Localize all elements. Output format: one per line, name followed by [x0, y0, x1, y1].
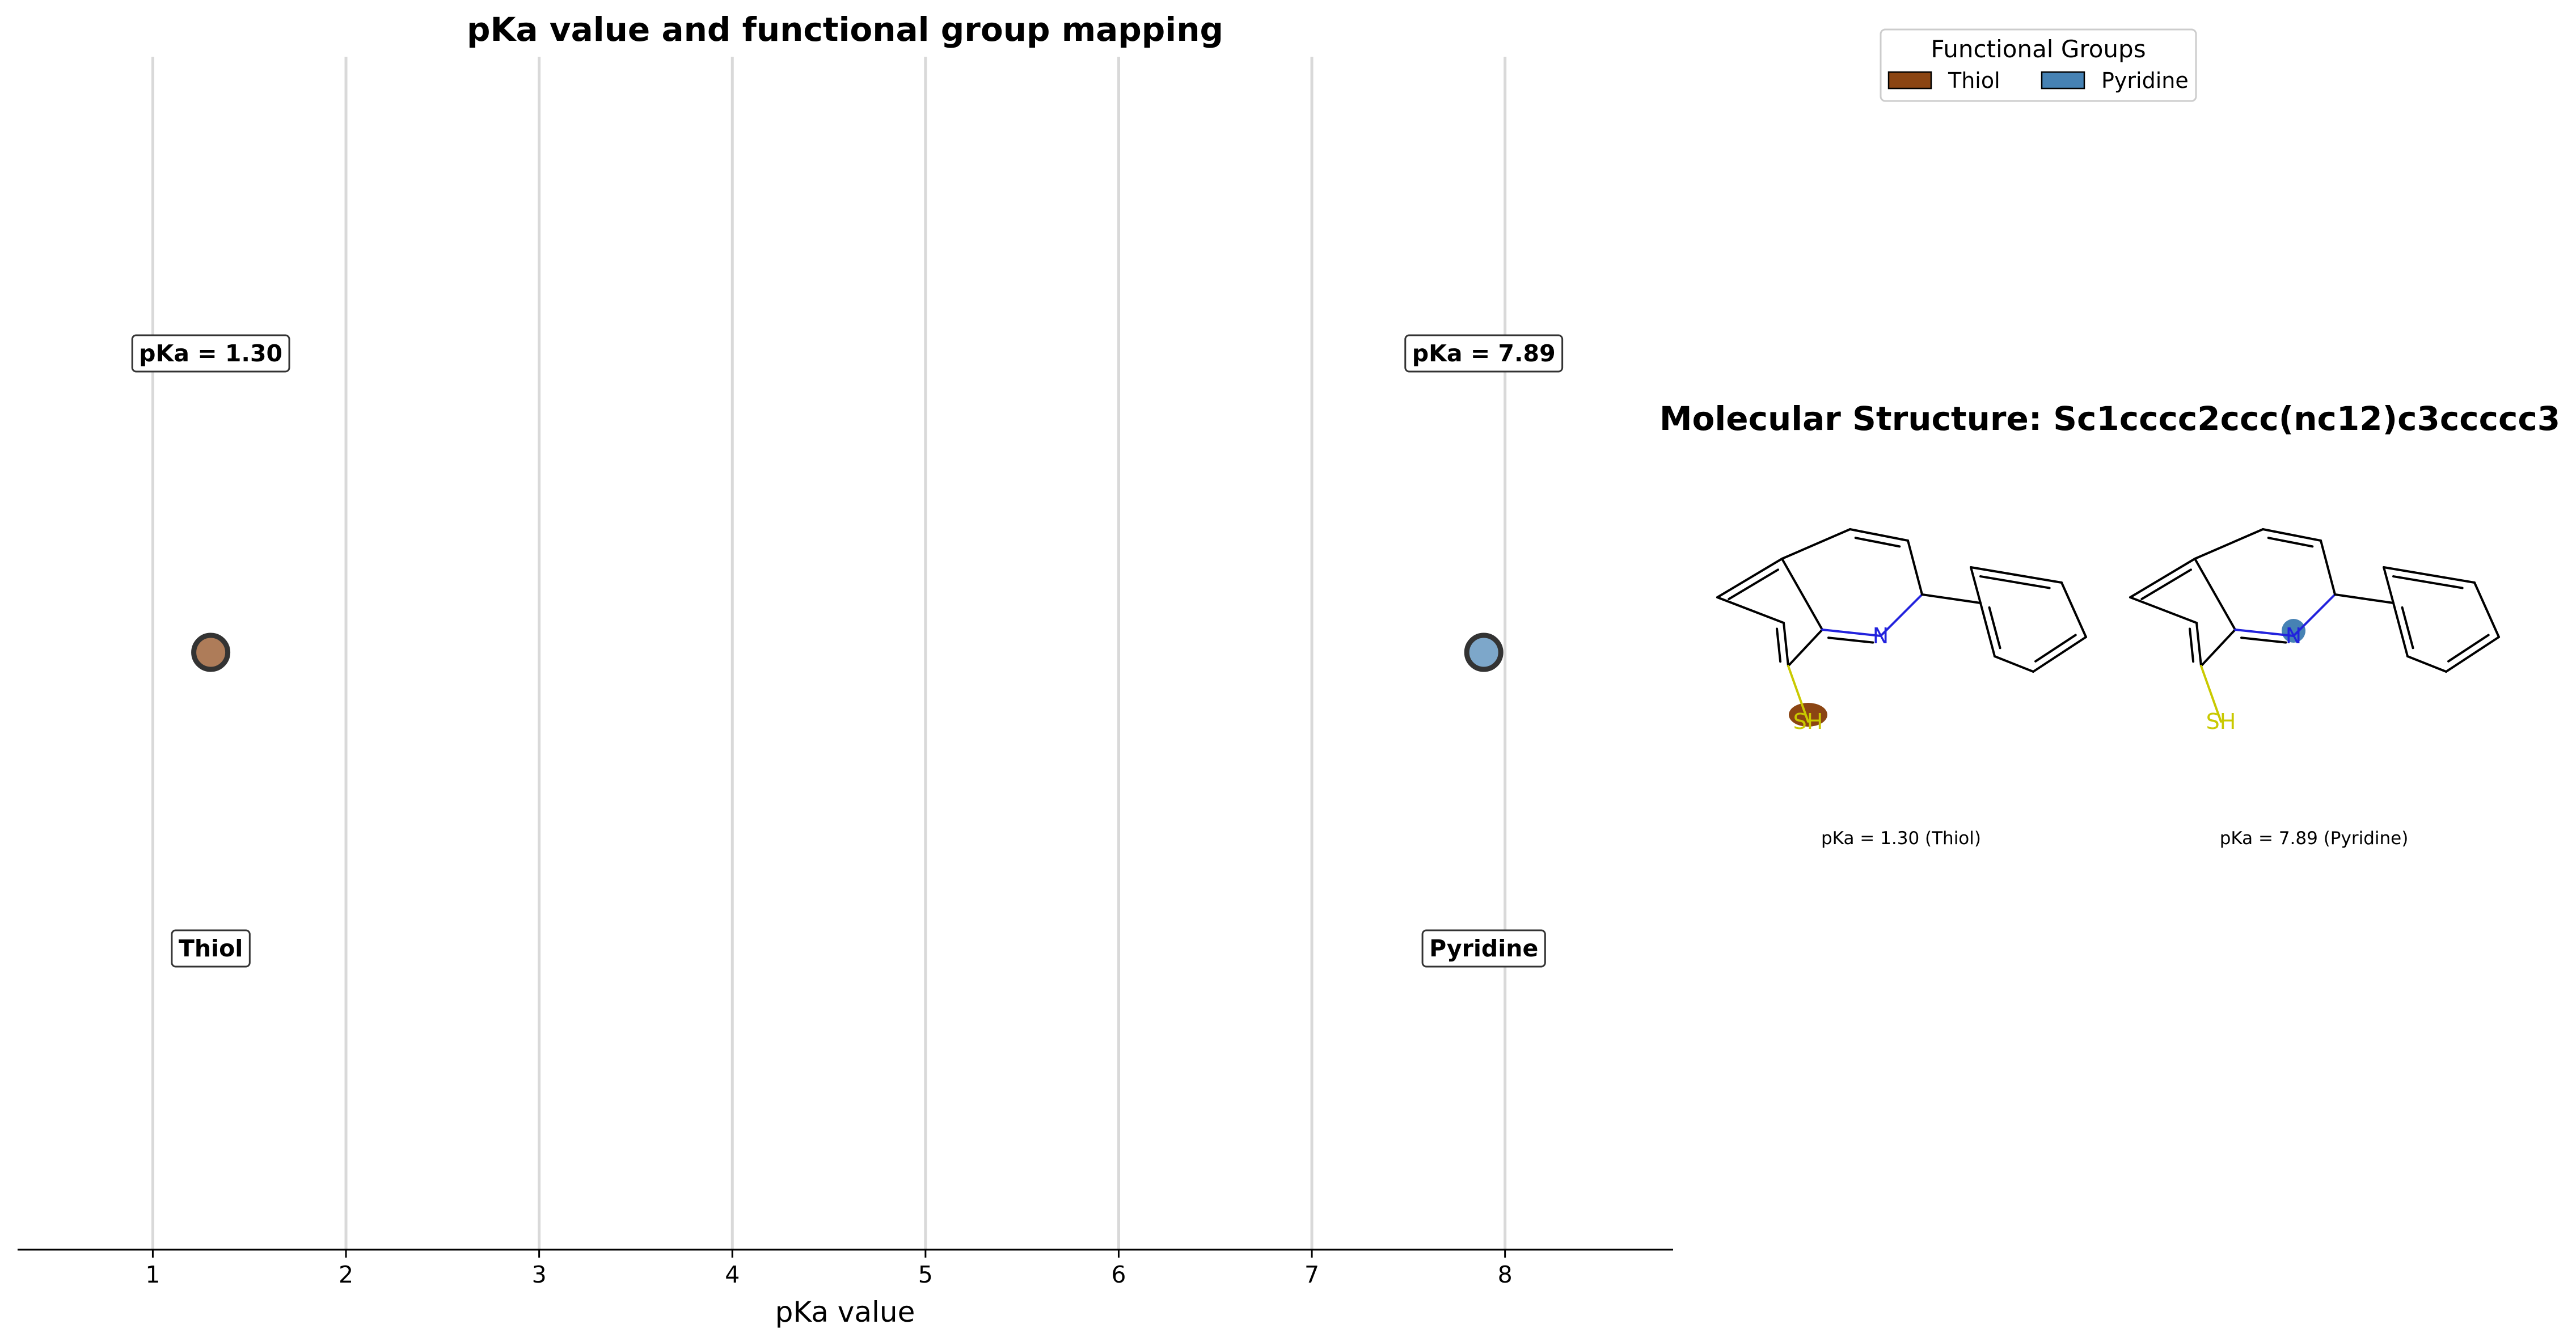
legend-label-pyridine: Pyridine	[2101, 68, 2189, 93]
pka-label-pyridine: pKa = 7.89	[1412, 340, 1556, 367]
bond	[1880, 593, 1923, 637]
x-tick-label: 5	[918, 1261, 933, 1288]
structure-caption: pKa = 7.89 (Pyridine)	[2220, 828, 2409, 849]
pka-label-thiol-box	[131, 334, 290, 373]
atom-nitrogen: N	[2286, 623, 2301, 648]
bond	[2262, 528, 2322, 542]
structure-pyridine: N SH pKa = 7.89 (Pyridine)	[2129, 528, 2500, 849]
bond	[1716, 596, 1785, 624]
bond	[1787, 629, 1823, 667]
x-tick-label: 7	[1304, 1261, 1319, 1288]
legend-swatch-pyridine	[2041, 71, 2085, 90]
double-bond	[1979, 575, 2051, 589]
bond	[2200, 629, 2236, 667]
legend-swatch-thiol	[1887, 71, 1932, 90]
bond	[1994, 655, 2034, 673]
double-bond	[2034, 634, 2077, 663]
bond	[2060, 581, 2087, 638]
structure-caption: pKa = 1.30 (Thiol)	[1821, 828, 1981, 849]
pka-label-pyridine-box	[1404, 334, 1564, 373]
bond	[1979, 602, 1996, 657]
bond	[1921, 593, 1982, 604]
molecule-title: Molecular Structure: Sc1cccc2ccc(nc12)c3…	[1659, 399, 2560, 438]
bond	[2292, 593, 2336, 637]
bond	[2445, 636, 2500, 673]
bond	[2234, 629, 2295, 637]
legend: Functional Groups Thiol Pyridine	[1880, 28, 2197, 102]
bond	[1781, 558, 1823, 631]
molecule-panel: Molecular Structure: Sc1cccc2ccc(nc12)c3…	[1659, 399, 2560, 849]
bond	[2320, 539, 2336, 596]
bond	[1781, 528, 1851, 560]
group-label-pyridine-box	[1421, 929, 1546, 968]
bond	[1783, 622, 1789, 667]
bond	[2392, 602, 2409, 657]
double-bond	[1988, 606, 2001, 650]
bond	[2200, 665, 2222, 723]
double-bond	[2267, 537, 2314, 548]
bond	[2195, 622, 2202, 667]
bond	[2032, 636, 2087, 673]
bond	[2473, 581, 2500, 638]
bond	[2383, 566, 2476, 584]
double-bond	[1854, 537, 1901, 548]
double-bond	[2392, 575, 2464, 589]
point-thiol	[191, 632, 231, 672]
plot-area: 1 2 3 4 5 6 7 8 pKa = 1.30 Thiol pKa = 7.89 Pyridi…	[18, 10, 1673, 1329]
bond	[1849, 528, 1909, 542]
atom-thiol: SH	[1793, 709, 1823, 734]
double-bond	[2240, 636, 2287, 644]
x-axis-ticks: 1 2 3 4 5 6 7 8	[145, 1250, 1513, 1288]
bond	[2406, 655, 2447, 673]
x-tick-label: 4	[725, 1261, 740, 1288]
double-bond	[1728, 568, 1779, 601]
point-pyridine	[1464, 632, 1504, 672]
x-axis-label: pKa value	[775, 1296, 915, 1329]
bond	[1970, 566, 2063, 584]
data-points: pKa = 1.30 Thiol pKa = 7.89 Pyridine	[131, 334, 1564, 968]
legend-frame	[1880, 28, 2197, 102]
bond	[2194, 528, 2264, 560]
structure-thiol: N SH pKa = 1.30 (Thiol)	[1716, 528, 2087, 849]
double-bond	[1776, 627, 1782, 663]
pka-label-thiol: pKa = 1.30	[139, 340, 282, 367]
bond	[2334, 593, 2395, 604]
double-bond	[2140, 568, 2192, 601]
highlight-nitrogen	[2282, 619, 2305, 643]
legend-label-thiol: Thiol	[1948, 68, 2000, 93]
x-tick-label: 1	[145, 1261, 160, 1288]
double-bond	[2189, 627, 2195, 663]
bond	[1907, 539, 1923, 596]
double-bond	[2447, 634, 2490, 663]
x-tick-label: 8	[1498, 1261, 1513, 1288]
chart-title: pKa value and functional group mapping	[467, 10, 1223, 49]
bond	[1970, 566, 1982, 604]
bond	[2129, 596, 2198, 624]
atom-nitrogen: N	[1873, 623, 1889, 648]
bond	[1716, 558, 1783, 598]
bond	[2129, 558, 2196, 598]
highlight-thiol	[1789, 703, 1827, 727]
bond	[1821, 629, 1882, 637]
atom-thiol: SH	[2206, 709, 2236, 734]
x-tick-label: 6	[1111, 1261, 1126, 1288]
x-tick-label: 2	[339, 1261, 353, 1288]
grid-lines	[151, 57, 1507, 1250]
double-bond	[1827, 636, 1874, 644]
double-bond	[2401, 606, 2414, 650]
x-tick-label: 3	[532, 1261, 547, 1288]
group-label-thiol-box	[171, 929, 251, 968]
legend-title: Functional Groups	[1931, 35, 2146, 63]
bond	[2383, 566, 2395, 604]
group-label-pyridine: Pyridine	[1429, 935, 1538, 962]
group-label-thiol: Thiol	[179, 935, 243, 962]
bond	[1787, 665, 1809, 723]
bond	[2194, 558, 2236, 631]
